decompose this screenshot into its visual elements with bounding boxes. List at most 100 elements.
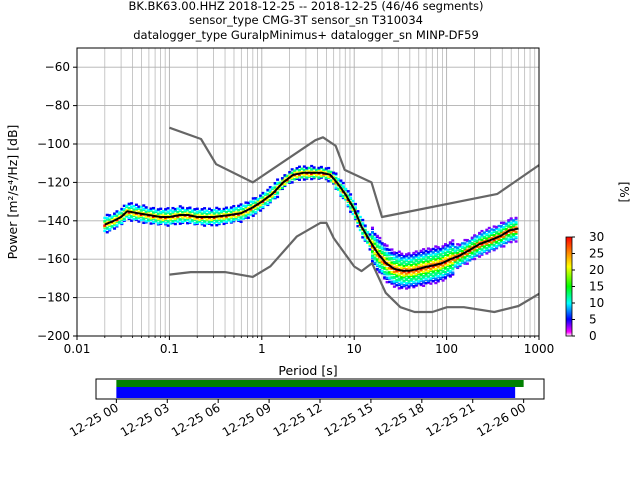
histogram-cell: [434, 258, 438, 261]
histogram-cell: [419, 277, 423, 280]
histogram-cell: [339, 183, 343, 187]
histogram-cell: [144, 206, 148, 209]
histogram-cell: [465, 238, 469, 242]
histogram-cell: [132, 213, 136, 217]
histogram-cell: [504, 222, 508, 225]
histogram-cell: [480, 233, 484, 236]
histogram-cell: [198, 210, 202, 213]
histogram-cell: [424, 262, 428, 266]
histogram-cell: [424, 253, 428, 256]
histogram-cell: [327, 166, 331, 170]
histogram-cell: [186, 207, 190, 210]
histogram-cell: [441, 279, 445, 282]
histogram-cell: [400, 281, 404, 284]
histogram-cell: [405, 277, 409, 281]
histogram-cell: [378, 269, 382, 272]
histogram-cell: [461, 242, 465, 245]
histogram-cell: [315, 168, 319, 172]
histogram-cell: [268, 189, 272, 192]
histogram-cell: [504, 227, 508, 231]
histogram-cell: [122, 217, 126, 220]
histogram-cell: [263, 202, 267, 205]
histogram-cell: [426, 247, 430, 250]
histogram-cell: [366, 240, 370, 244]
histogram-cell: [412, 256, 416, 259]
histogram-cell: [169, 217, 173, 221]
histogram-cell: [417, 260, 421, 264]
colorbar-tick-label: 25: [589, 247, 604, 261]
histogram-cell: [405, 282, 409, 285]
histogram-cell: [461, 245, 465, 248]
histogram-cell: [502, 235, 506, 238]
histogram-cell: [322, 168, 326, 172]
histogram-cell: [173, 213, 177, 216]
histogram-cell: [370, 254, 374, 257]
histogram-cell: [229, 220, 233, 223]
histogram-cell: [297, 165, 301, 168]
histogram-cell: [259, 199, 263, 203]
histogram-cell: [478, 245, 482, 249]
histogram-cell: [288, 170, 292, 174]
histogram-cell: [373, 261, 377, 265]
histogram-cell: [400, 256, 404, 260]
histogram-cell: [383, 251, 387, 255]
histogram-cell: [207, 207, 211, 210]
histogram-cell: [461, 259, 465, 262]
histogram-cell: [117, 220, 121, 224]
histogram-cell: [108, 223, 112, 227]
histogram-cell: [244, 214, 248, 217]
histogram-cell: [280, 177, 284, 180]
histogram-cell: [278, 181, 282, 185]
histogram-cell: [509, 225, 513, 229]
histogram-cell: [463, 238, 467, 242]
histogram-cell: [105, 226, 109, 230]
histogram-cell: [480, 238, 484, 241]
histogram-cell: [346, 203, 350, 207]
histogram-cell: [478, 251, 482, 254]
histogram-cell: [232, 217, 236, 221]
histogram-cell: [480, 248, 484, 251]
histogram-cell: [205, 212, 209, 216]
histogram-cell: [276, 195, 280, 199]
histogram-cell: [183, 209, 187, 212]
histogram-cell: [458, 248, 462, 252]
histogram-cell: [224, 210, 228, 214]
histogram-cell: [193, 221, 197, 225]
histogram-cell: [422, 248, 426, 251]
histogram-cell: [353, 215, 357, 219]
histogram-cell: [504, 241, 508, 245]
histogram-cell: [461, 255, 465, 258]
histogram-cell: [495, 240, 499, 244]
histogram-cell: [412, 284, 416, 288]
colorbar-tick-label: 15: [589, 280, 604, 294]
histogram-cell: [478, 236, 482, 239]
histogram-cell: [487, 244, 491, 247]
histogram-cell: [151, 211, 155, 214]
histogram-cell: [222, 213, 226, 216]
histogram-cell: [251, 210, 255, 213]
histogram-cell: [453, 264, 457, 267]
histogram-cell: [113, 227, 117, 230]
histogram-cell: [392, 285, 396, 288]
histogram-cell: [473, 248, 477, 251]
histogram-cell: [485, 237, 489, 240]
histogram-cell: [261, 196, 265, 199]
histogram-cell: [186, 212, 190, 215]
histogram-cell: [108, 228, 112, 231]
histogram-cell: [222, 217, 226, 220]
histogram-cell: [499, 229, 503, 232]
histogram-cell: [482, 231, 486, 234]
histogram-cell: [261, 205, 265, 209]
histogram-cell: [395, 284, 399, 287]
colorbar-tick-label: 10: [589, 296, 604, 310]
histogram-cell: [451, 261, 455, 265]
histogram-cell: [380, 242, 384, 245]
histogram-cell: [446, 267, 450, 271]
histogram-cell: [188, 220, 192, 223]
histogram-cell: [193, 217, 197, 221]
histogram-cell: [166, 210, 170, 213]
histogram-cell: [487, 234, 491, 237]
histogram-cell: [117, 211, 121, 214]
